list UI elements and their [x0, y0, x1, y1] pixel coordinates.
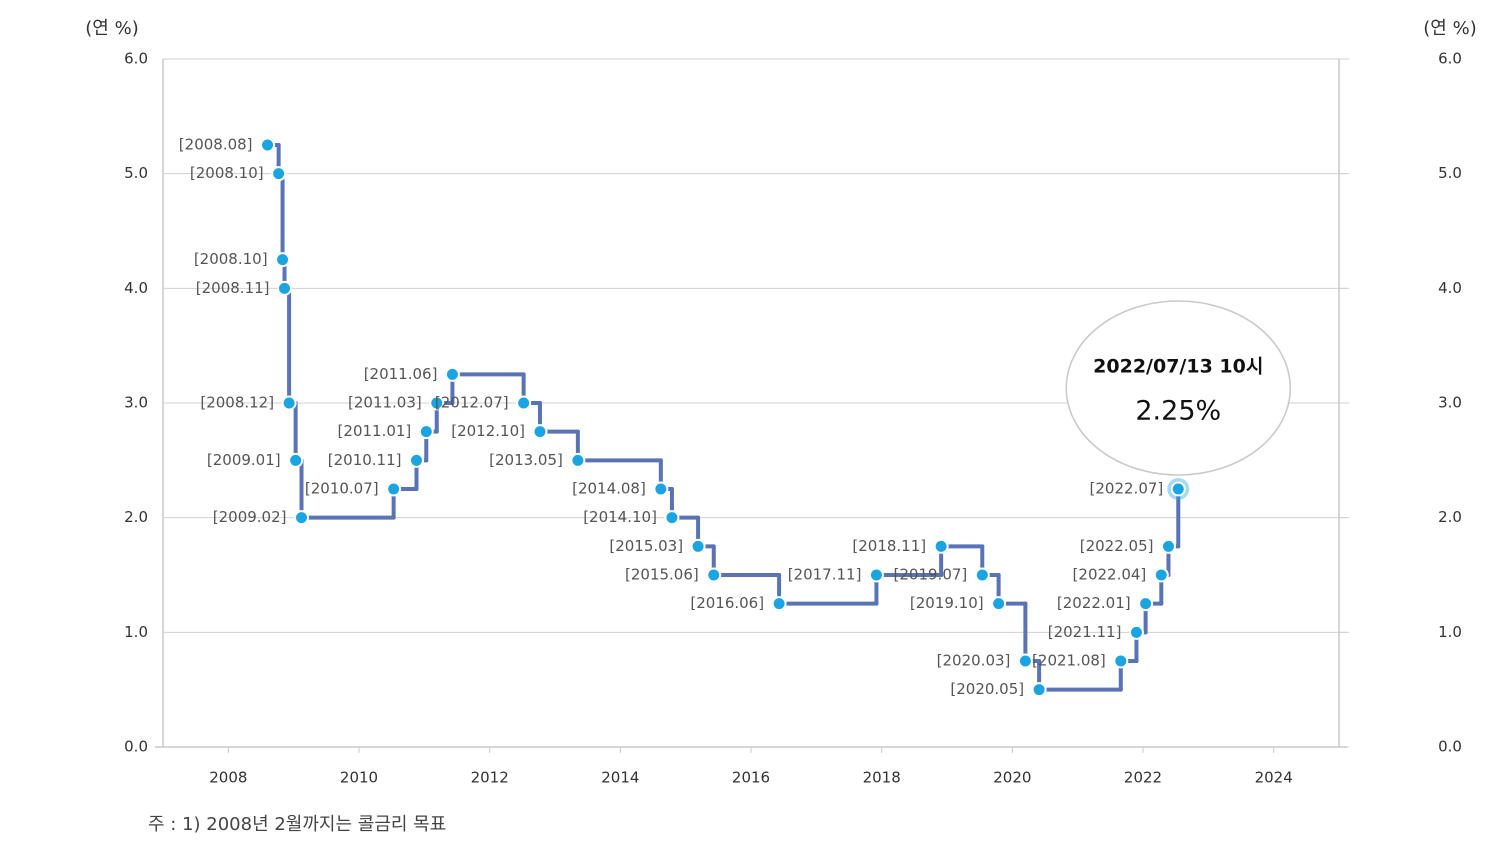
- point-label: [2014.08]: [572, 480, 646, 498]
- y-tick-label: 6.0: [124, 50, 148, 68]
- point: [1153, 567, 1169, 583]
- point-label: [2022.01]: [1057, 594, 1131, 612]
- point: [974, 567, 990, 583]
- point: [1128, 624, 1144, 640]
- point: [1113, 653, 1129, 669]
- tooltip-value: 2.25%: [1135, 396, 1221, 427]
- tooltip-bubble: [1065, 300, 1292, 476]
- point-label: [2015.06]: [625, 566, 699, 584]
- point: [288, 452, 304, 468]
- x-tick-label: 2014: [601, 769, 639, 787]
- x-tick-label: 2022: [1124, 769, 1162, 787]
- point: [664, 510, 680, 526]
- point: [532, 424, 548, 440]
- point-label: [2011.06]: [364, 365, 438, 383]
- x-tick-label: 2008: [209, 769, 247, 787]
- point: [1138, 596, 1154, 612]
- point: [260, 137, 276, 153]
- point: [991, 596, 1007, 612]
- point-label: [2016.06]: [690, 594, 764, 612]
- point-label: [2013.05]: [489, 451, 563, 469]
- y-tick-label: 5.0: [124, 164, 148, 182]
- point: [771, 596, 787, 612]
- x-tick-label: 2024: [1255, 769, 1293, 787]
- point-label: [2008.11]: [196, 279, 270, 297]
- point: [408, 452, 424, 468]
- point: [1017, 653, 1033, 669]
- y-tick-label: 2.0: [124, 508, 148, 526]
- y2-tick-label: 1.0: [1438, 623, 1462, 641]
- point-label: [2021.08]: [1032, 652, 1106, 670]
- y2-axis-label: (연 %): [1423, 18, 1476, 39]
- point-label: [2010.11]: [328, 451, 402, 469]
- point-label: [2011.01]: [338, 422, 412, 440]
- point-label: [2018.11]: [852, 537, 926, 555]
- point: [444, 366, 460, 382]
- point: [516, 395, 532, 411]
- point: [277, 280, 293, 296]
- point-label: [2019.07]: [894, 566, 968, 584]
- point-label: [2009.02]: [213, 508, 287, 526]
- point: [933, 538, 949, 554]
- x-tick-label: 2020: [993, 769, 1031, 787]
- point: [281, 395, 297, 411]
- y2-tick-label: 3.0: [1438, 394, 1462, 412]
- y-tick-label: 0.0: [124, 738, 148, 756]
- footnote: 주 : 1) 2008년 2월까지는 콜금리 목표: [148, 814, 446, 835]
- point-label: [2010.07]: [305, 480, 379, 498]
- point: [1170, 481, 1186, 497]
- y-axis-label: (연 %): [85, 18, 138, 39]
- point-label: [2022.05]: [1080, 537, 1154, 555]
- y-tick-label: 3.0: [124, 394, 148, 412]
- point-label: [2011.03]: [348, 394, 422, 412]
- point: [271, 166, 287, 182]
- y-tick-label: 4.0: [124, 279, 148, 297]
- point: [386, 481, 402, 497]
- point: [418, 424, 434, 440]
- point-label: [2020.03]: [937, 652, 1011, 670]
- point-label: [2008.10]: [194, 250, 268, 268]
- tooltip-title: 2022/07/13 10시: [1093, 356, 1263, 378]
- point: [1031, 682, 1047, 698]
- point: [275, 252, 291, 268]
- point-label: [2021.11]: [1048, 623, 1122, 641]
- point: [653, 481, 669, 497]
- point-label: [2015.03]: [609, 537, 683, 555]
- point-label: [2012.10]: [451, 422, 525, 440]
- point: [429, 395, 445, 411]
- point: [570, 452, 586, 468]
- point-label: [2012.07]: [435, 394, 509, 412]
- point: [868, 567, 884, 583]
- point-label: [2017.11]: [788, 566, 862, 584]
- x-tick-label: 2016: [732, 769, 770, 787]
- point: [1160, 538, 1176, 554]
- point-label: [2022.07]: [1090, 480, 1164, 498]
- point-label: [2014.10]: [583, 508, 657, 526]
- point-label: [2022.04]: [1073, 566, 1147, 584]
- y2-tick-label: 0.0: [1438, 738, 1462, 756]
- y2-tick-label: 2.0: [1438, 508, 1462, 526]
- y2-tick-label: 4.0: [1438, 279, 1462, 297]
- point-label: [2008.10]: [190, 164, 264, 182]
- point-label: [2019.10]: [910, 594, 984, 612]
- point: [294, 510, 310, 526]
- point-label: [2020.05]: [950, 680, 1024, 698]
- x-tick-label: 2012: [471, 769, 509, 787]
- point: [706, 567, 722, 583]
- point: [690, 538, 706, 554]
- point-label: [2009.01]: [207, 451, 281, 469]
- point-label: [2008.12]: [200, 394, 274, 412]
- y-tick-label: 1.0: [124, 623, 148, 641]
- point-label: [2008.08]: [179, 136, 253, 154]
- x-tick-label: 2010: [340, 769, 378, 787]
- y2-tick-label: 5.0: [1438, 164, 1462, 182]
- y2-tick-label: 6.0: [1438, 50, 1462, 68]
- x-tick-label: 2018: [863, 769, 901, 787]
